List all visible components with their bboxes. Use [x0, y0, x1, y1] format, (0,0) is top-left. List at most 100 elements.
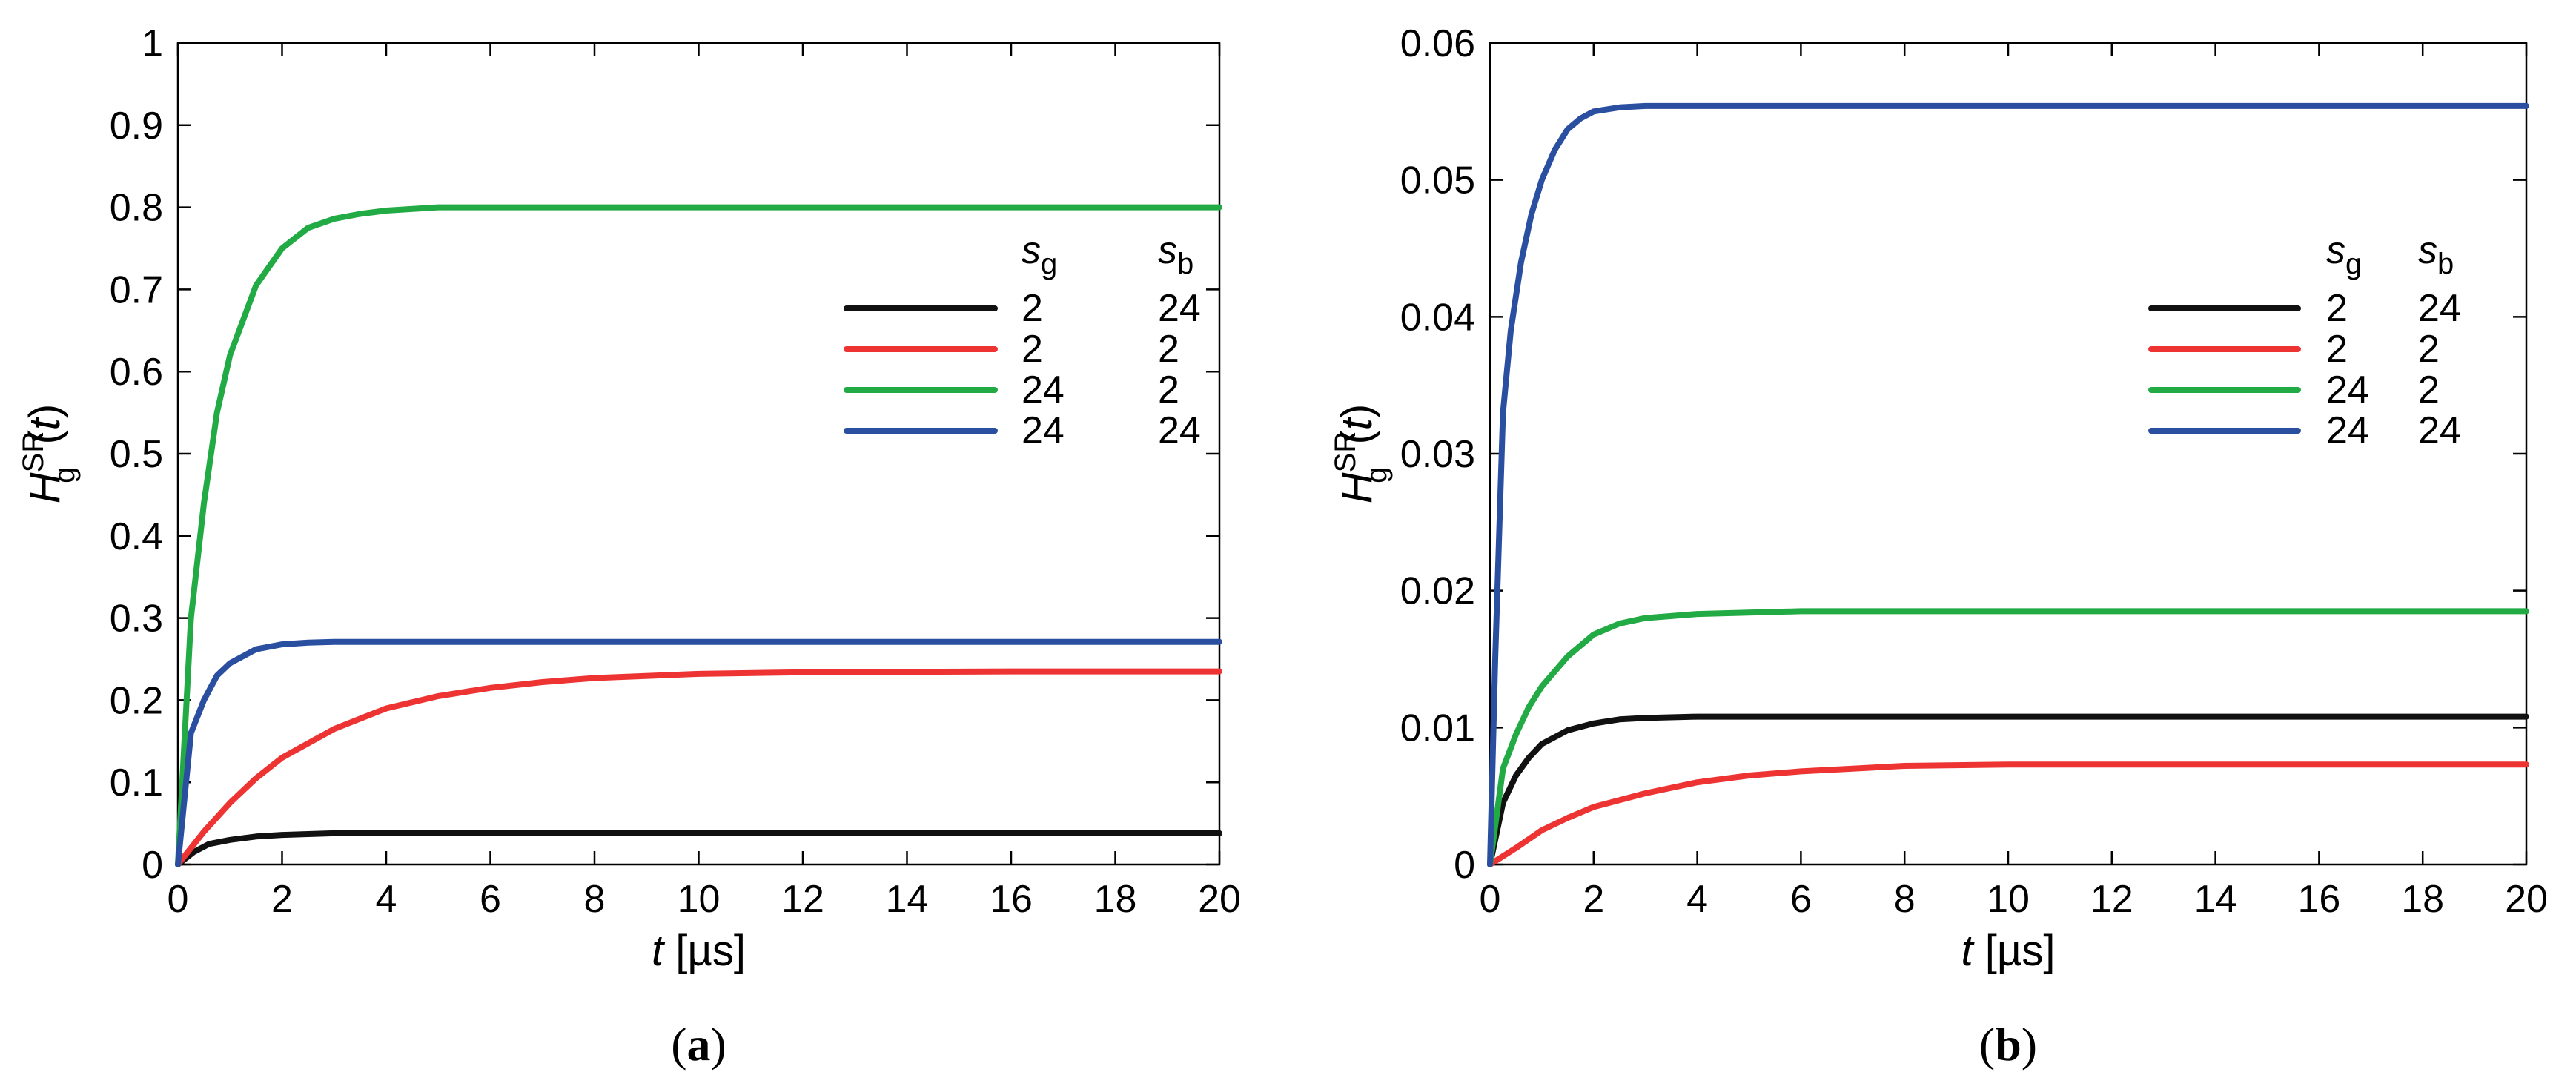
x-tick-label: 20 — [1198, 878, 1241, 921]
panel-label: (a) — [671, 1018, 726, 1071]
chart-panel-b: 0 2 4 6 8 10 12 14 16 18 2000.010.020.030.040.050.… — [1329, 22, 2548, 1071]
x-tick-label: 10 — [678, 878, 721, 921]
legend-sb-value: 24 — [2418, 409, 2461, 452]
x-tick-label: 6 — [480, 878, 501, 921]
y-tick-label: 0.06 — [1400, 22, 1475, 65]
y-axis-label-sub: g — [48, 467, 81, 483]
legend-header-sb-sub: b — [2437, 248, 2454, 280]
legend-header-sg: sg — [2326, 229, 2362, 280]
y-axis-label-sup: SR — [1329, 431, 1362, 473]
y-tick-label: 0.7 — [110, 268, 163, 311]
x-tick-label: 14 — [2194, 878, 2237, 921]
legend-sb-value: 2 — [1158, 368, 1179, 411]
legend-header-sg-sub: g — [1041, 248, 1057, 280]
panel-label-paren: ( — [1979, 1018, 1995, 1071]
series-line — [175, 830, 1222, 867]
legend-header-sb: sb — [1158, 229, 1193, 280]
panel-label-letter: a — [687, 1018, 711, 1071]
panel-label: (b) — [1979, 1018, 2037, 1071]
legend: sg sb2 242 224 224 24 — [2148, 229, 2461, 452]
legend-sb-value: 24 — [2418, 287, 2461, 330]
legend-sb-value: 24 — [1158, 287, 1201, 330]
y-axis-label-var: H — [1333, 472, 1381, 503]
y-tick-label: 0.01 — [1400, 707, 1475, 750]
x-tick-label: 16 — [2297, 878, 2340, 921]
y-tick-label: 0.8 — [110, 187, 163, 230]
legend-sg-value: 24 — [1022, 368, 1064, 411]
legend-sg-value: 24 — [2326, 368, 2369, 411]
series-line — [1487, 608, 2529, 867]
legend-sg-value: 2 — [1022, 328, 1043, 371]
y-axis-label-arg: t — [21, 416, 69, 430]
y-tick-label: 0.2 — [110, 679, 163, 722]
y-axis-label: HSRg (t) — [1329, 404, 1393, 504]
x-axis-label-unit: [µs] — [663, 927, 746, 975]
y-tick-label: 0.3 — [110, 598, 163, 641]
x-tick-label: 18 — [2401, 878, 2444, 921]
panel-label-paren: ( — [671, 1018, 686, 1071]
x-axis-label-unit: [µs] — [1973, 927, 2056, 975]
y-axis-label-paren: ( — [1333, 430, 1381, 444]
series-line — [175, 638, 1222, 867]
y-tick-label: 0.5 — [110, 433, 163, 476]
x-axis-label-var: t — [1961, 927, 1976, 975]
y-tick-label: 0.02 — [1400, 570, 1475, 613]
panel-label-letter: b — [1995, 1018, 2022, 1071]
x-axis-label: t [µs] — [1961, 927, 2056, 975]
y-tick-label: 0.05 — [1400, 159, 1475, 202]
panel-label-paren: ) — [2022, 1018, 2037, 1071]
y-axis-label: HSRg (t) — [17, 404, 81, 504]
x-tick-label: 12 — [781, 878, 824, 921]
y-tick-label: 0.03 — [1400, 433, 1475, 476]
legend-header-sg-var: s — [1022, 229, 1041, 272]
chart-panel-a: 0 2 4 6 8 10 12 14 16 18 2000.10.20.30.40.50.60.70… — [17, 22, 1241, 1071]
y-axis-label-sub: g — [1360, 467, 1393, 483]
plot-frame — [176, 42, 1221, 866]
x-tick-label: 0 — [168, 878, 189, 921]
x-tick-label: 8 — [1894, 878, 1916, 921]
y-tick-label: 0.9 — [110, 105, 163, 148]
y-tick-label: 0 — [142, 844, 163, 887]
legend-header-sb-var: s — [1158, 229, 1177, 272]
y-tick-label: 0.6 — [110, 351, 163, 394]
y-tick-label: 0.4 — [110, 515, 163, 558]
y-axis-label-paren: ) — [1333, 404, 1381, 418]
legend-header-sb-var: s — [2418, 229, 2437, 272]
legend-header-sb: sb — [2418, 229, 2454, 280]
series-line — [175, 668, 1222, 867]
x-tick-label: 18 — [1094, 878, 1137, 921]
y-tick-label: 0.1 — [110, 761, 163, 804]
series-line — [1487, 761, 2529, 867]
legend-header-sg-sub: g — [2345, 248, 2362, 280]
legend-sb-value: 2 — [2418, 328, 2440, 371]
y-tick-label: 0.04 — [1400, 296, 1475, 339]
y-axis-label-var: H — [21, 472, 69, 503]
series-line — [1487, 102, 2529, 867]
x-tick-label: 12 — [2090, 878, 2133, 921]
x-tick-label: 14 — [886, 878, 929, 921]
x-tick-label: 2 — [271, 878, 293, 921]
x-axis-label: t [µs] — [652, 927, 746, 975]
legend-sg-value: 2 — [1022, 287, 1043, 330]
x-tick-label: 8 — [584, 878, 606, 921]
panel-label-paren: ) — [711, 1018, 726, 1071]
x-tick-label: 6 — [1790, 878, 1812, 921]
y-tick-label: 0 — [1454, 844, 1475, 887]
legend-sb-value: 2 — [2418, 368, 2440, 411]
legend-header-sb-sub: b — [1177, 248, 1193, 280]
legend-sg-value: 24 — [1022, 409, 1064, 452]
legend: sg sb2 242 224 224 24 — [844, 229, 1201, 452]
y-axis-label-paren: ( — [21, 430, 69, 444]
y-axis-label-arg: t — [1333, 416, 1381, 430]
y-tick-label: 1 — [142, 22, 163, 65]
legend-sg-value: 2 — [2326, 328, 2348, 371]
x-axis-label-var: t — [652, 927, 666, 975]
x-tick-label: 4 — [1686, 878, 1708, 921]
x-tick-label: 2 — [1583, 878, 1604, 921]
x-tick-label: 4 — [376, 878, 397, 921]
legend-header-sg-var: s — [2326, 229, 2345, 272]
legend-sg-value: 24 — [2326, 409, 2369, 452]
x-tick-label: 10 — [1987, 878, 2030, 921]
